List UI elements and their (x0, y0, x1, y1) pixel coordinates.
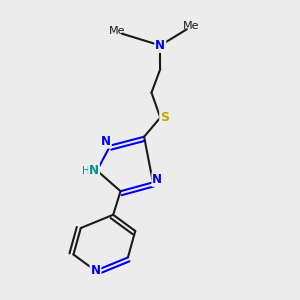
Text: H: H (82, 166, 90, 176)
Text: N: N (91, 264, 100, 277)
Text: Me: Me (183, 21, 200, 31)
Text: N: N (101, 135, 111, 148)
Text: N: N (155, 39, 165, 52)
Text: S: S (160, 111, 169, 124)
Text: N: N (152, 173, 162, 186)
Text: Me: Me (110, 26, 126, 36)
Text: N: N (89, 164, 99, 177)
